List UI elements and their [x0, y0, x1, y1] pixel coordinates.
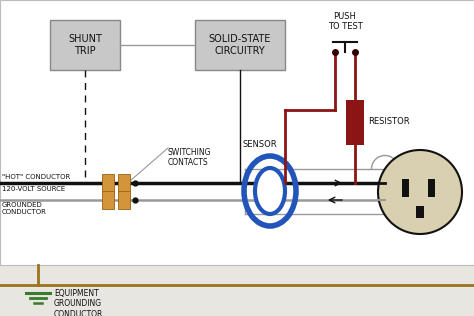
Text: PUSH
TO TEST: PUSH TO TEST — [328, 12, 363, 31]
Bar — [416, 206, 424, 218]
Bar — [118, 174, 130, 192]
Text: "HOT" CONDUCTOR: "HOT" CONDUCTOR — [2, 174, 70, 180]
Bar — [402, 179, 409, 197]
Bar — [102, 191, 114, 209]
Text: GROUNDED
CONDUCTOR: GROUNDED CONDUCTOR — [2, 202, 47, 215]
Bar — [50, 20, 120, 70]
Bar — [118, 191, 130, 209]
Text: SWITCHING
CONTACTS: SWITCHING CONTACTS — [168, 148, 211, 167]
Circle shape — [378, 150, 462, 234]
Bar — [102, 174, 114, 192]
Bar — [0, 0, 474, 265]
Text: RESISTOR: RESISTOR — [368, 118, 410, 126]
Bar — [195, 20, 285, 70]
Text: SOLID-STATE
CIRCUITRY: SOLID-STATE CIRCUITRY — [209, 34, 271, 56]
Text: EQUIPMENT
GROUNDING
CONDUCTOR: EQUIPMENT GROUNDING CONDUCTOR — [54, 289, 103, 316]
Bar — [346, 100, 364, 145]
Text: SENSOR: SENSOR — [243, 140, 277, 149]
Bar — [428, 179, 435, 197]
Ellipse shape — [255, 168, 285, 214]
Text: SHUNT
TRIP: SHUNT TRIP — [68, 34, 102, 56]
Text: 120-VOLT SOURCE: 120-VOLT SOURCE — [2, 186, 65, 192]
